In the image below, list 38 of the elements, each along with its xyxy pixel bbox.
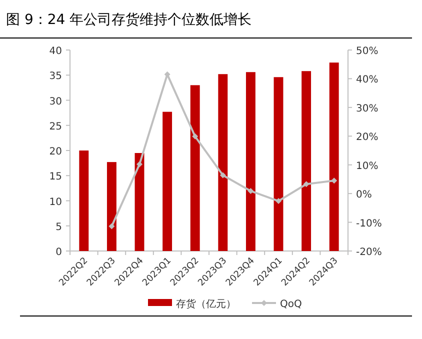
- bar: [106, 162, 116, 251]
- point: [108, 223, 115, 230]
- bar: [134, 153, 144, 251]
- y2-tick-label: -20%: [356, 247, 382, 258]
- bar: [79, 150, 89, 251]
- bar: [190, 85, 200, 251]
- y-tick-label: 25: [49, 121, 62, 132]
- y-tick-label: 40: [49, 46, 62, 57]
- y-tick-label: 20: [49, 146, 62, 158]
- point: [276, 198, 282, 204]
- y-tick-label: 35: [49, 71, 62, 82]
- bar: [302, 71, 312, 251]
- bar: [274, 77, 284, 251]
- bar: [246, 72, 256, 251]
- point: [248, 188, 254, 194]
- y2-tick-label: 10%: [356, 160, 378, 172]
- y2-tick-label: 50%: [356, 46, 378, 57]
- y2-tick-label: 30%: [356, 103, 378, 114]
- y2-tick-label: 20%: [356, 132, 378, 144]
- bar: [218, 74, 228, 251]
- y-tick-label: 30: [49, 96, 62, 108]
- y2-tick-label: 0%: [356, 190, 372, 201]
- point: [136, 161, 142, 168]
- y-tick-label: 5: [56, 222, 62, 233]
- bar: [329, 62, 339, 251]
- legend-label: 存货（亿元）: [176, 298, 236, 310]
- y2-tick-label: -10%: [356, 218, 382, 230]
- y-tick-label: 10: [49, 196, 62, 208]
- legend-label: QoQ: [280, 299, 302, 310]
- point: [331, 178, 338, 184]
- bar: [162, 112, 172, 251]
- chart-title: 图 9：24 年公司存货维持个位数低增长: [6, 12, 252, 28]
- point: [220, 172, 226, 178]
- point: [192, 133, 198, 140]
- y-tick-label: 0: [56, 247, 62, 258]
- y2-tick-label: 40%: [356, 74, 378, 86]
- point: [303, 181, 310, 188]
- y-tick-label: 15: [49, 172, 62, 183]
